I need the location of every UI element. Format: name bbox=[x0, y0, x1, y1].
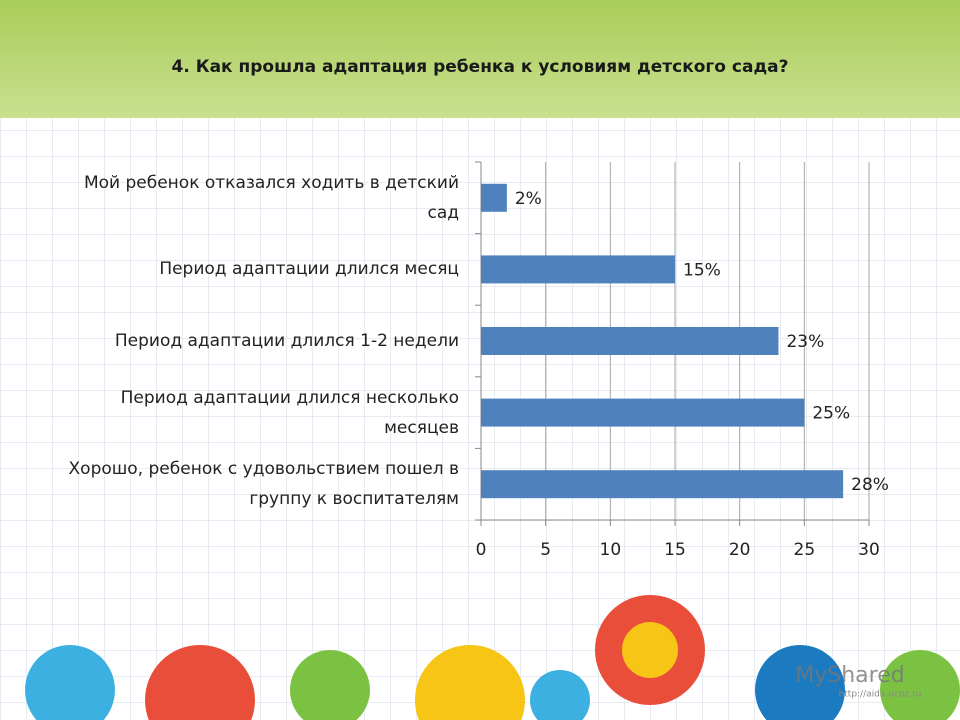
value-label: 15% bbox=[683, 260, 721, 280]
x-tick-label: 10 bbox=[600, 540, 622, 560]
decoration bbox=[25, 595, 960, 720]
value-label: 28% bbox=[851, 475, 889, 495]
bar bbox=[481, 470, 844, 499]
watermark-url: http://aida.ucoz.ru bbox=[839, 690, 922, 700]
watermark: MyShared bbox=[795, 663, 904, 688]
category-label: Хорошо, ребенок с удовольствием пошел в … bbox=[68, 459, 459, 510]
header-band bbox=[0, 0, 960, 118]
bar bbox=[481, 398, 805, 427]
bar bbox=[481, 183, 507, 212]
category-label: Период адаптации длился несколько месяце… bbox=[120, 387, 459, 438]
x-tick-label: 5 bbox=[540, 540, 551, 560]
category-label: Период адаптации длился 1-2 недели bbox=[114, 331, 459, 351]
x-tick-label: 15 bbox=[664, 540, 686, 560]
x-tick-label: 20 bbox=[729, 540, 751, 560]
bar bbox=[481, 327, 779, 355]
value-label: 2% bbox=[515, 189, 542, 209]
value-label: 25% bbox=[812, 404, 850, 424]
x-tick-label: 25 bbox=[794, 540, 816, 560]
bar bbox=[481, 255, 675, 284]
x-tick-label: 30 bbox=[858, 540, 880, 560]
x-tick-label: 0 bbox=[476, 540, 487, 560]
category-label: Период адаптации длился месяц bbox=[159, 259, 459, 280]
value-label: 23% bbox=[786, 332, 824, 352]
category-label: Мой ребенок отказался ходить в детский с… bbox=[83, 172, 459, 223]
chart-title: 4. Как прошла адаптация ребенка к услови… bbox=[171, 57, 788, 77]
